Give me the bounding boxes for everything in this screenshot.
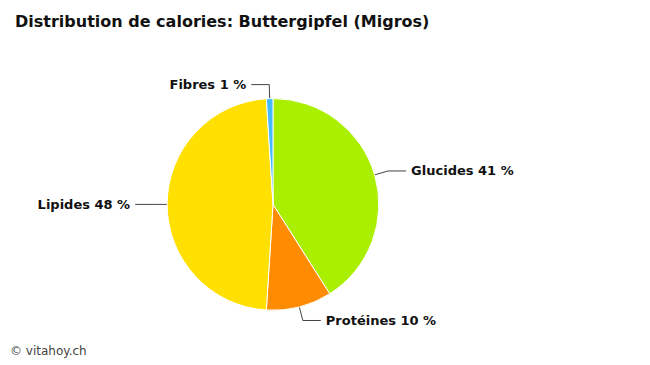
svg-text:Distribution de calories: Butt: Distribution de calories: Buttergipfel (…: [15, 12, 429, 31]
svg-text:Glucides 41 %: Glucides 41 %: [411, 163, 514, 178]
svg-text:Fibres 1 %: Fibres 1 %: [170, 77, 247, 92]
svg-text:Lipides 48 %: Lipides 48 %: [38, 197, 131, 212]
svg-text:© vitahoy.ch: © vitahoy.ch: [10, 344, 87, 358]
svg-text:Protéines 10 %: Protéines 10 %: [326, 313, 436, 328]
